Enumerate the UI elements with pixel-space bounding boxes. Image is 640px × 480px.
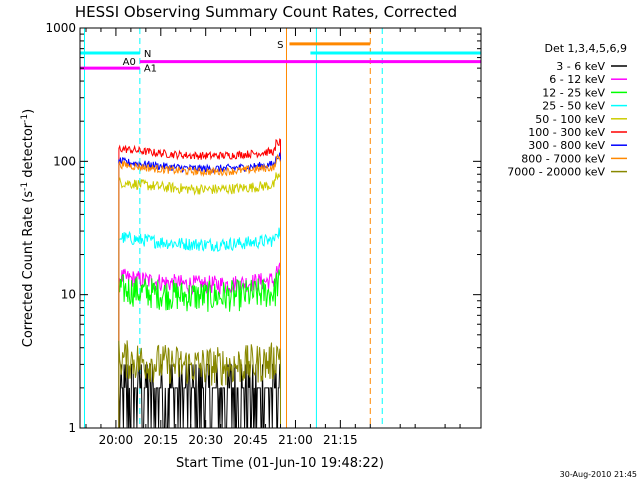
- series-line: [118, 152, 281, 428]
- y-axis-label: Corrected Count Rate (s-1 detector-1): [20, 109, 36, 347]
- legend-entry-label: 800 - 7000 keV: [521, 152, 605, 165]
- flag-labels: N A0 A1 S: [123, 40, 284, 75]
- series-line: [118, 171, 281, 428]
- legend-entry-label: 300 - 800 keV: [528, 139, 605, 152]
- y-tick-label: 10: [61, 288, 76, 302]
- footer-timestamp: 30-Aug-2010 21:45: [560, 470, 637, 479]
- flag-label: S: [277, 40, 283, 51]
- y-axis-ticks: 1 10 100 1000: [45, 21, 481, 435]
- legend-entry-label: 6 - 12 keV: [549, 73, 605, 86]
- x-axis-ticks: 20:00 20:15 20:30 20:45 21:00 21:15: [85, 28, 461, 447]
- x-tick-label: 20:30: [188, 433, 223, 447]
- legend-entry-label: 3 - 6 keV: [556, 60, 605, 73]
- y-axis-label-part2: detector: [21, 122, 36, 182]
- flag-label: A0: [123, 57, 136, 68]
- x-tick-label: 20:00: [99, 433, 134, 447]
- flag-label: A1: [144, 64, 157, 75]
- legend-entry-label: 25 - 50 keV: [542, 100, 605, 113]
- series-line: [118, 363, 281, 428]
- x-tick-label: 21:00: [278, 433, 313, 447]
- x-tick-label: 20:15: [144, 433, 179, 447]
- series-lines: [118, 138, 281, 428]
- x-tick-label: 20:45: [233, 433, 268, 447]
- legend-entry-label: 7000 - 20000 keV: [507, 166, 605, 179]
- series-line: [118, 340, 281, 428]
- flag-label: N: [144, 49, 151, 60]
- y-axis-label-part3: ): [21, 109, 36, 114]
- y-axis-label-sup2: -1: [20, 114, 30, 123]
- vertical-markers: [83, 28, 383, 428]
- legend-entry-label: 100 - 300 keV: [528, 126, 605, 139]
- legend-title: Det 1,3,4,5,6,9: [544, 42, 627, 55]
- series-line: [118, 153, 281, 428]
- y-tick-label: 1000: [45, 21, 76, 35]
- flag-bars: [80, 42, 481, 70]
- series-line: [118, 227, 281, 428]
- series-line: [118, 269, 281, 428]
- y-tick-label: 100: [53, 154, 76, 168]
- y-axis-label-part1: Corrected Count Rate (s: [21, 191, 36, 348]
- y-tick-label: 1: [68, 421, 76, 435]
- x-tick-label: 21:15: [323, 433, 358, 447]
- series-line: [118, 138, 281, 428]
- legend-entry-label: 12 - 25 keV: [542, 86, 605, 99]
- x-axis-label: Start Time (01-Jun-10 19:48:22): [176, 456, 384, 471]
- y-axis-label-sup1: -1: [20, 182, 30, 191]
- chart-title: HESSI Observing Summary Count Rates, Cor…: [75, 3, 457, 21]
- legend-entry-label: 50 - 100 keV: [535, 113, 605, 126]
